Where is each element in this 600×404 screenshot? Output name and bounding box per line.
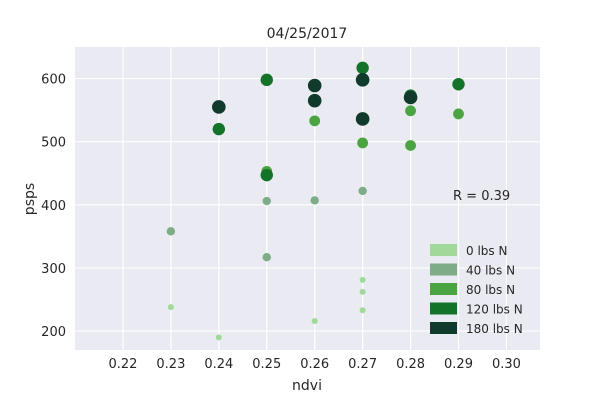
x-tick-label: 0.23 bbox=[156, 357, 185, 372]
data-point bbox=[260, 73, 273, 87]
data-point bbox=[405, 105, 416, 117]
data-point bbox=[453, 108, 464, 120]
data-point bbox=[358, 186, 367, 196]
data-point bbox=[307, 93, 322, 108]
y-tick-label: 600 bbox=[41, 73, 66, 88]
data-point bbox=[403, 90, 418, 105]
y-axis-label: psps bbox=[22, 183, 38, 215]
x-tick-label: 0.24 bbox=[204, 357, 233, 372]
data-point bbox=[260, 168, 273, 182]
data-point bbox=[356, 61, 369, 75]
data-point bbox=[311, 317, 318, 324]
legend-label: 40 lbs N bbox=[466, 264, 515, 278]
x-tick-labels: 0.22 0.23 0.24 0.25 0.26 0.27 0.28 0.29 0.30 bbox=[108, 357, 520, 372]
chart-title: 04/25/2017 bbox=[267, 26, 348, 42]
r-annotation: R = 0.39 bbox=[453, 189, 510, 204]
data-point bbox=[355, 73, 370, 87]
legend: 0 lbs N 40 lbs N 80 lbs N 120 lbs N 180 lbs … bbox=[430, 244, 523, 336]
legend-swatch bbox=[430, 283, 457, 295]
data-point bbox=[166, 227, 176, 236]
legend-swatch bbox=[430, 322, 457, 334]
legend-label: 180 lbs N bbox=[466, 322, 523, 336]
x-tick-label: 0.28 bbox=[396, 357, 425, 372]
x-tick-label: 0.27 bbox=[348, 357, 377, 372]
x-axis-label: ndvi bbox=[292, 378, 322, 394]
y-tick-label: 400 bbox=[41, 199, 66, 214]
data-point bbox=[212, 122, 226, 136]
data-point bbox=[359, 276, 366, 283]
data-point bbox=[262, 196, 271, 206]
data-point bbox=[355, 112, 370, 126]
data-point bbox=[357, 137, 369, 149]
data-point bbox=[452, 78, 465, 91]
x-tick-label: 0.29 bbox=[444, 357, 473, 372]
data-point bbox=[167, 304, 174, 311]
data-point bbox=[309, 115, 321, 127]
data-points bbox=[166, 61, 465, 341]
x-tick-label: 0.30 bbox=[492, 357, 521, 372]
x-tick-label: 0.26 bbox=[300, 357, 329, 372]
x-tick-label: 0.22 bbox=[108, 357, 137, 372]
legend-swatch bbox=[430, 302, 457, 315]
y-tick-labels: 200 300 400 500 600 bbox=[41, 73, 66, 341]
legend-label: 80 lbs N bbox=[466, 283, 515, 297]
data-point bbox=[359, 288, 366, 295]
legend-label: 0 lbs N bbox=[466, 244, 507, 258]
grid-lines bbox=[75, 47, 540, 350]
data-point bbox=[215, 334, 222, 341]
y-tick-label: 500 bbox=[41, 136, 66, 151]
data-point bbox=[310, 196, 319, 205]
data-point bbox=[359, 307, 366, 314]
x-tick-label: 0.25 bbox=[252, 357, 281, 372]
legend-swatch bbox=[430, 244, 457, 256]
plot-background bbox=[75, 47, 540, 350]
data-point bbox=[307, 78, 322, 93]
legend-label: 120 lbs N bbox=[466, 303, 523, 317]
y-tick-label: 300 bbox=[41, 262, 66, 277]
data-point bbox=[262, 253, 271, 262]
y-tick-label: 200 bbox=[41, 325, 66, 340]
data-point bbox=[212, 100, 226, 114]
data-point bbox=[405, 140, 416, 151]
legend-swatch bbox=[430, 263, 457, 276]
